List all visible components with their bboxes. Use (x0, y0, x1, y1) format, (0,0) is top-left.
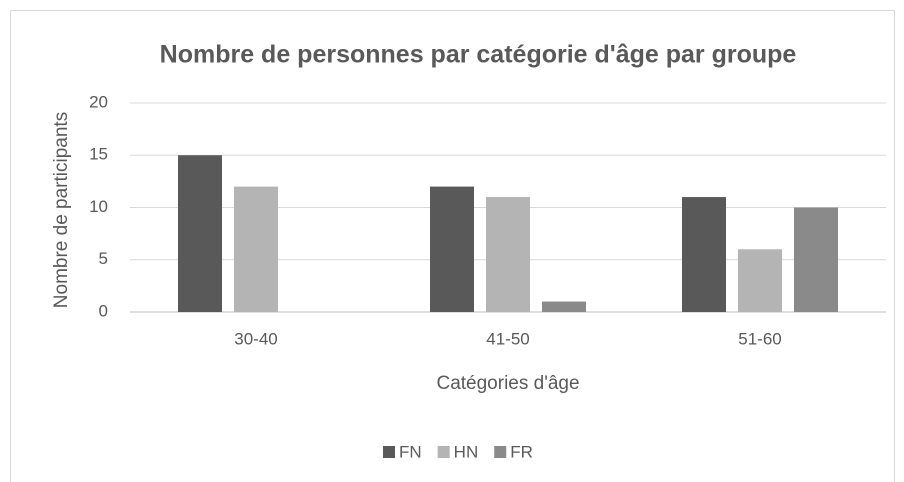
x-tick-label: 30-40 (234, 329, 277, 348)
y-tick-label: 20 (89, 92, 108, 111)
bar (738, 249, 782, 312)
legend-swatch (437, 446, 450, 458)
x-tick-label: 41-50 (486, 329, 529, 348)
legend-label: FN (399, 442, 422, 461)
legend-label: HN (454, 442, 479, 461)
y-tick-label: 5 (99, 249, 108, 268)
bar (234, 186, 278, 312)
bar (794, 207, 838, 312)
bar (430, 186, 474, 312)
legend-swatch (494, 446, 507, 458)
legend-label: FR (510, 442, 533, 461)
y-axis-label: Nombre de participants (51, 112, 72, 308)
x-axis-label: Catégories d'âge (436, 373, 579, 394)
chart-title: Nombre de personnes par catégorie d'âge … (160, 41, 797, 69)
bar (178, 155, 222, 312)
y-tick-label: 15 (89, 145, 108, 164)
bar (682, 197, 726, 312)
bar (542, 301, 586, 312)
legend-swatch (383, 446, 395, 458)
y-tick-label: 10 (89, 197, 108, 216)
bar (486, 197, 530, 312)
x-tick-label: 51-60 (738, 329, 781, 348)
y-tick-label: 0 (99, 301, 108, 320)
